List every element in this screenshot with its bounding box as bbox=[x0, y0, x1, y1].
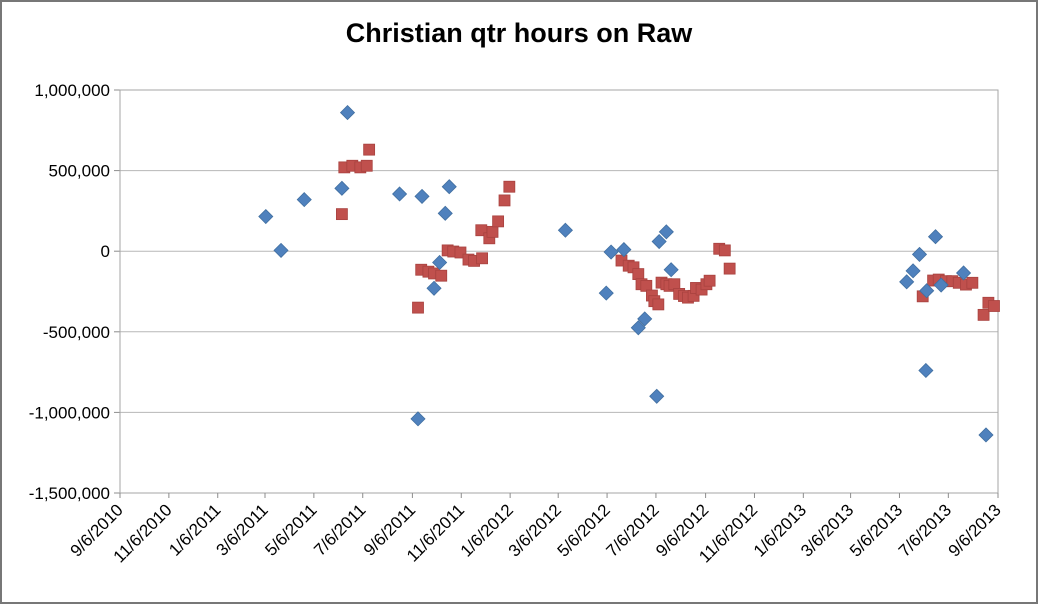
data-point-diamond bbox=[899, 274, 915, 290]
data-point-square bbox=[723, 262, 736, 275]
x-tick-label: 3/6/2013 bbox=[797, 500, 857, 560]
x-tick-label: 5/6/2013 bbox=[846, 500, 906, 560]
data-point-diamond bbox=[651, 233, 667, 250]
diamond-series bbox=[258, 105, 994, 443]
data-point-diamond bbox=[598, 285, 614, 301]
x-tick-label: 3/6/2012 bbox=[505, 500, 565, 560]
data-point-diamond bbox=[441, 179, 457, 195]
data-point-diamond bbox=[919, 283, 935, 299]
data-point-diamond bbox=[334, 180, 350, 196]
y-tick-label: 0 bbox=[101, 242, 110, 261]
x-tick-label: 5/6/2011 bbox=[261, 500, 320, 559]
x-tick-label: 7/6/2012 bbox=[603, 500, 663, 560]
data-point-diamond bbox=[649, 388, 665, 404]
data-point-square bbox=[492, 215, 505, 228]
data-point-square bbox=[652, 298, 665, 311]
y-tick-label: 500,000 bbox=[49, 162, 110, 181]
data-point-diamond bbox=[978, 427, 994, 443]
data-point-square bbox=[988, 300, 1000, 312]
data-point-square bbox=[363, 143, 376, 156]
data-point-diamond bbox=[258, 208, 274, 225]
data-point-diamond bbox=[616, 242, 632, 258]
data-point-diamond bbox=[637, 311, 653, 327]
data-point-diamond bbox=[296, 192, 312, 208]
y-tick-label: 1,000,000 bbox=[34, 81, 110, 100]
x-tick-label: 5/6/2012 bbox=[554, 500, 614, 560]
data-point-square bbox=[454, 246, 467, 259]
gridlines bbox=[114, 89, 998, 494]
data-point-square bbox=[486, 225, 499, 238]
y-tick-label: -1,500,000 bbox=[29, 484, 110, 503]
data-point-diamond bbox=[918, 362, 934, 379]
data-point-square bbox=[503, 180, 516, 193]
plot-border bbox=[119, 89, 999, 494]
data-point-diamond bbox=[911, 246, 928, 262]
chart-title: Christian qtr hours on Raw bbox=[345, 18, 693, 48]
data-point-diamond bbox=[273, 242, 289, 258]
data-point-diamond bbox=[557, 222, 573, 238]
data-point-square bbox=[360, 159, 373, 172]
data-point-diamond bbox=[927, 229, 944, 245]
data-point-square bbox=[703, 274, 716, 287]
data-point-diamond bbox=[426, 280, 442, 296]
data-point-square bbox=[412, 301, 424, 314]
data-point-diamond bbox=[663, 262, 679, 278]
data-point-diamond bbox=[658, 224, 674, 240]
x-tick-label: 9/6/2013 bbox=[945, 500, 1005, 560]
data-point-diamond bbox=[630, 320, 646, 336]
data-point-square bbox=[632, 268, 645, 280]
data-point-diamond bbox=[392, 186, 408, 202]
y-axis-labels: 1,000,000 500,000 0 -500,000 -1,000,000 -1,50… bbox=[29, 81, 110, 503]
data-point-square bbox=[977, 308, 990, 321]
data-point-diamond bbox=[933, 277, 949, 293]
x-tick-label: 3/6/2011 bbox=[212, 500, 271, 559]
data-point-square bbox=[966, 276, 979, 289]
square-series bbox=[336, 143, 1000, 321]
data-point-diamond bbox=[955, 265, 972, 281]
data-point-diamond bbox=[414, 188, 430, 204]
data-point-square bbox=[498, 194, 511, 207]
x-axis-labels: 9/6/201011/6/20101/6/20113/6/20115/6/201… bbox=[67, 493, 1005, 566]
data-point-square bbox=[336, 208, 348, 221]
data-point-square bbox=[476, 252, 488, 265]
y-tick-label: -1,000,000 bbox=[29, 403, 110, 422]
y-tick-label: -500,000 bbox=[43, 323, 110, 342]
data-point-diamond bbox=[905, 263, 921, 279]
data-point-diamond bbox=[603, 244, 619, 260]
x-tick-label: 7/6/2013 bbox=[895, 500, 955, 560]
data-point-diamond bbox=[410, 411, 426, 427]
data-point-diamond bbox=[339, 105, 356, 121]
x-tick-label: 7/6/2011 bbox=[310, 500, 369, 559]
data-point-diamond bbox=[432, 254, 448, 271]
data-point-square bbox=[435, 269, 448, 282]
data-point-square bbox=[718, 244, 731, 257]
data-point-diamond bbox=[437, 205, 453, 221]
